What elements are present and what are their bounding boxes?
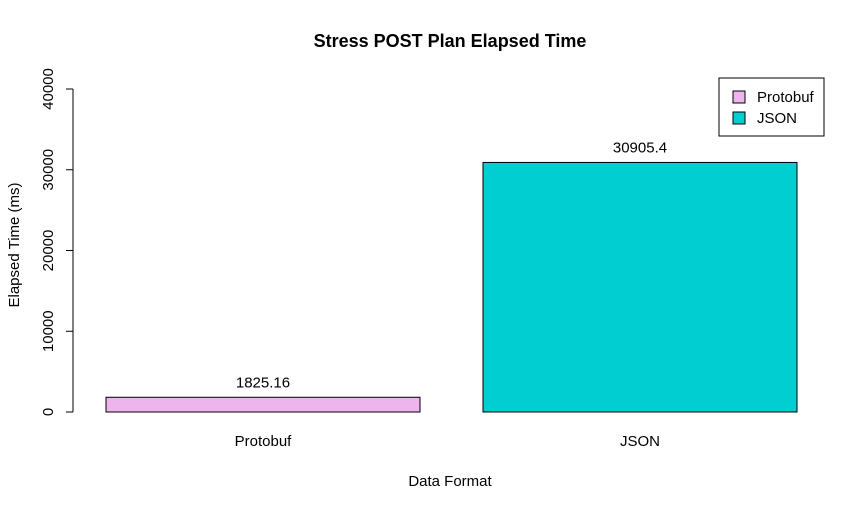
bars-group (105, 161, 798, 413)
legend-label: Protobuf (757, 89, 815, 106)
x-tick-labels-group: Protobuf JSON (235, 433, 660, 450)
y-tick-label: 30000 (40, 149, 57, 191)
x-tick-label: JSON (620, 433, 660, 450)
y-tick-label: 10000 (40, 310, 57, 352)
bar-value-label: 30905.4 (613, 139, 667, 156)
y-tick-label: 20000 (40, 230, 57, 272)
bar-labels-group: 1825.16 30905.4 (236, 139, 667, 391)
x-axis-label: Data Format (408, 473, 492, 490)
bar-json (482, 161, 798, 413)
legend-swatch (732, 111, 746, 125)
y-axis: 0 10000 20000 30000 40000 (40, 68, 74, 416)
legend-entries: Protobuf JSON (732, 89, 815, 127)
bar-value-label: 1825.16 (236, 374, 290, 391)
y-axis-label: Elapsed Time (ms) (6, 182, 23, 307)
chart-title: Stress POST Plan Elapsed Time (314, 31, 587, 51)
legend-swatch (732, 90, 746, 104)
y-tick-label: 40000 (40, 68, 57, 110)
legend-box (718, 77, 825, 137)
x-tick-label: Protobuf (235, 433, 293, 450)
bar-protobuf (105, 396, 421, 413)
legend-label: JSON (757, 110, 797, 127)
legend: Protobuf JSON (718, 77, 825, 137)
y-tick-label: 0 (40, 408, 57, 416)
